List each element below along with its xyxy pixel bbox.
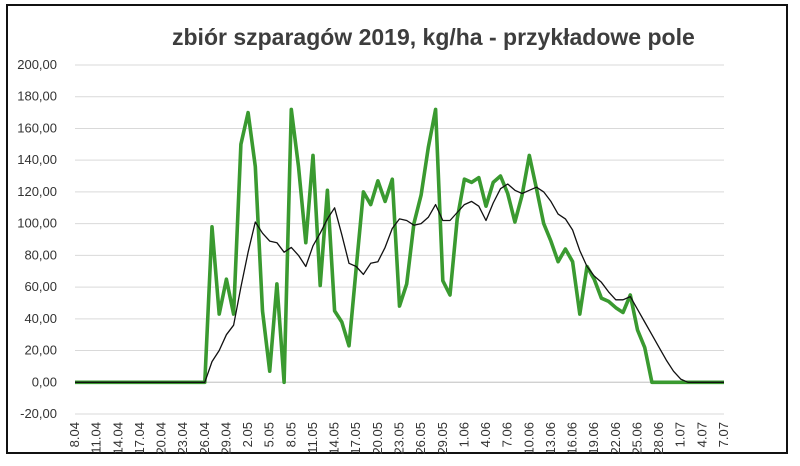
x-tick-label: 11.04 bbox=[89, 422, 104, 454]
x-tick-label: 2.05 bbox=[240, 422, 255, 447]
y-tick-label: 80,00 bbox=[24, 247, 57, 262]
y-tick-label: 0,00 bbox=[32, 374, 57, 389]
x-tick-label: 25.06 bbox=[629, 422, 644, 455]
y-tick-label: 100,00 bbox=[17, 216, 57, 231]
y-tick-label: 180,00 bbox=[17, 89, 57, 104]
x-tick-label: 28.06 bbox=[651, 422, 666, 455]
x-tick-label: 23.05 bbox=[392, 422, 407, 455]
y-tick-label: 20,00 bbox=[24, 343, 57, 358]
x-tick-label: 1.07 bbox=[673, 422, 688, 447]
x-tick-label: 23.04 bbox=[175, 422, 190, 455]
x-tick-label: 8.05 bbox=[283, 422, 298, 447]
x-tick-label: 22.06 bbox=[608, 422, 623, 455]
x-tick-label: 17.05 bbox=[348, 422, 363, 455]
x-tick-label: 20.04 bbox=[154, 422, 169, 455]
x-tick-label: 19.06 bbox=[586, 422, 601, 455]
chart-title: zbiór szparagów 2019, kg/ha - przykładow… bbox=[172, 24, 695, 50]
x-tick-label: 26.04 bbox=[197, 422, 212, 455]
x-tick-label: 14.05 bbox=[327, 422, 342, 455]
x-tick-label: 5.05 bbox=[262, 422, 277, 447]
x-tick-label: 17.04 bbox=[132, 422, 147, 455]
x-tick-label: 26.05 bbox=[413, 422, 428, 455]
x-tick-label: 7.07 bbox=[716, 422, 731, 447]
y-tick-label: 120,00 bbox=[17, 184, 57, 199]
x-tick-label: 14.04 bbox=[110, 422, 125, 455]
x-axis: 8.04 11.04 14.04 17.04 20.04 23.04 26.04 29.04 2… bbox=[67, 381, 731, 455]
series-line-trend bbox=[75, 183, 724, 383]
y-axis: -20,00 0,00 20,00 40,00 60,00 80,00 100,00 120,… bbox=[17, 57, 57, 421]
y-tick-label: 160,00 bbox=[17, 120, 57, 135]
x-tick-label: 13.06 bbox=[543, 422, 558, 455]
y-tick-label: 40,00 bbox=[24, 311, 57, 326]
y-tick-label: 200,00 bbox=[17, 57, 57, 72]
series-layer bbox=[75, 107, 724, 385]
x-tick-label: 29.04 bbox=[218, 422, 233, 455]
x-tick-label: 8.04 bbox=[67, 422, 82, 447]
x-tick-label: 20.05 bbox=[370, 422, 385, 455]
series-line-harvest bbox=[75, 107, 724, 385]
y-tick-label: -20,00 bbox=[20, 406, 57, 421]
y-tick-label: 60,00 bbox=[24, 279, 57, 294]
y-tick-label: 140,00 bbox=[17, 152, 57, 167]
x-tick-label: 4.06 bbox=[478, 422, 493, 447]
x-tick-label: 10.06 bbox=[521, 422, 536, 455]
gridlines bbox=[75, 64, 724, 415]
x-tick-label: 7.06 bbox=[500, 422, 515, 447]
x-tick-label: 16.06 bbox=[565, 422, 580, 455]
x-tick-label: 4.07 bbox=[694, 422, 709, 447]
x-tick-label: 29.05 bbox=[435, 422, 450, 455]
x-tick-label: 1.06 bbox=[456, 422, 471, 447]
chart-frame bbox=[6, 4, 788, 454]
x-tick-label: 11.05 bbox=[305, 422, 320, 454]
